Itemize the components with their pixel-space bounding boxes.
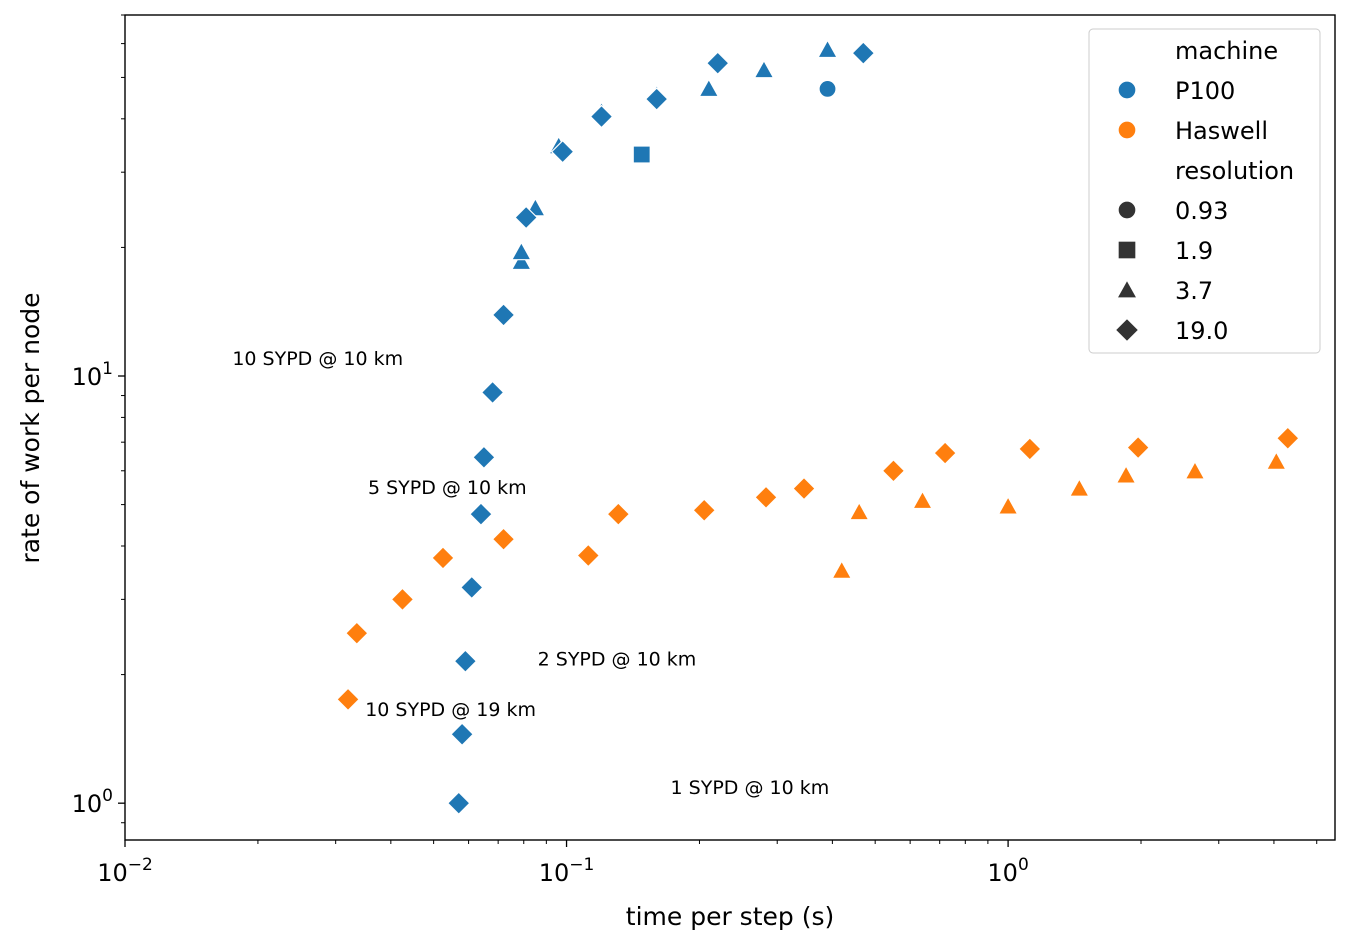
legend-label: Haswell	[1175, 117, 1268, 145]
data-point	[754, 485, 778, 510]
x-tick-label: 100	[987, 855, 1028, 887]
x-axis-ticks: 10−2 10−1 100	[97, 840, 1318, 887]
legend-title: machine	[1175, 37, 1278, 65]
data-point	[997, 495, 1019, 515]
y-axis-label: rate of work per node	[16, 292, 45, 563]
legend-label: P100	[1175, 77, 1235, 105]
annotation-label: 10 SYPD @ 10 km	[232, 348, 403, 370]
data-points-layer	[336, 39, 1300, 816]
data-point	[459, 575, 484, 600]
data-point	[431, 546, 455, 570]
data-point	[848, 501, 870, 521]
data-point	[881, 458, 906, 483]
data-point	[491, 527, 516, 552]
data-point	[1126, 435, 1150, 460]
data-point	[851, 41, 876, 65]
data-point	[1068, 477, 1090, 497]
annotation-label: 2 SYPD @ 10 km	[538, 649, 697, 671]
series-p100-1-9	[632, 145, 651, 164]
annotation-label: 1 SYPD @ 10 km	[671, 777, 830, 799]
legend-label: 19.0	[1175, 317, 1228, 345]
data-point	[1017, 437, 1042, 461]
data-point	[576, 543, 601, 568]
data-point	[644, 87, 669, 111]
data-point	[692, 498, 717, 523]
plot-frame	[124, 14, 1336, 841]
data-point	[453, 649, 478, 674]
data-point	[911, 490, 934, 510]
y-axis-ticks: 100 101	[72, 14, 125, 824]
data-point	[831, 560, 853, 579]
data-point	[1115, 464, 1137, 484]
x-axis-label: time per step (s)	[626, 902, 834, 931]
data-point	[632, 145, 651, 164]
data-point	[480, 380, 505, 405]
legend-box	[1088, 28, 1321, 354]
series-haswell-3-7	[831, 450, 1287, 579]
data-point	[818, 79, 837, 99]
series-haswell-19-0	[336, 426, 1300, 712]
data-point	[491, 303, 516, 327]
data-point	[817, 39, 839, 59]
data-point	[446, 791, 471, 816]
data-point	[933, 441, 957, 465]
y-tick-label: 100	[72, 786, 113, 818]
series-p100-19-0	[446, 41, 876, 816]
data-point	[344, 621, 369, 646]
y-tick-label: 101	[72, 359, 113, 391]
legend-marker	[1114, 317, 1140, 343]
x-tick-label: 10−1	[539, 855, 595, 887]
legend-label: 1.9	[1175, 237, 1213, 265]
data-point	[469, 502, 493, 526]
data-point	[589, 104, 614, 129]
data-point	[1184, 460, 1206, 480]
legend-marker	[1116, 278, 1138, 299]
annotation-label: 10 SYPD @ 19 km	[365, 699, 536, 721]
annotation-layer: 10 SYPD @ 10 km 5 SYPD @ 10 km 2 SYPD @ 10…	[232, 348, 829, 799]
data-point	[336, 687, 360, 712]
data-point	[792, 476, 816, 501]
annotation-label: 5 SYPD @ 10 km	[368, 477, 527, 499]
data-point	[606, 502, 631, 526]
data-point	[390, 587, 415, 612]
legend-marker	[1117, 120, 1137, 140]
data-point	[1265, 450, 1287, 470]
legend-label: 3.7	[1175, 277, 1213, 305]
data-point	[450, 722, 474, 747]
x-tick-label: 10−2	[97, 855, 153, 887]
legend-marker	[1117, 240, 1137, 260]
data-point	[698, 78, 720, 98]
series-p100-0-93	[818, 79, 837, 99]
legend-marker	[1117, 80, 1137, 100]
data-point	[514, 205, 538, 230]
data-point	[510, 241, 532, 261]
data-point	[550, 139, 575, 164]
data-point	[1275, 426, 1300, 451]
legend-title: resolution	[1175, 157, 1294, 185]
data-point	[510, 251, 532, 271]
data-point	[753, 59, 775, 79]
data-point	[472, 445, 496, 470]
legend-marker	[1117, 200, 1137, 220]
legend-label: 0.93	[1175, 197, 1228, 225]
legend: machine P100 Haswell resolution 0.93 1.9 3.7 19…	[1088, 28, 1321, 354]
data-point	[705, 51, 730, 75]
